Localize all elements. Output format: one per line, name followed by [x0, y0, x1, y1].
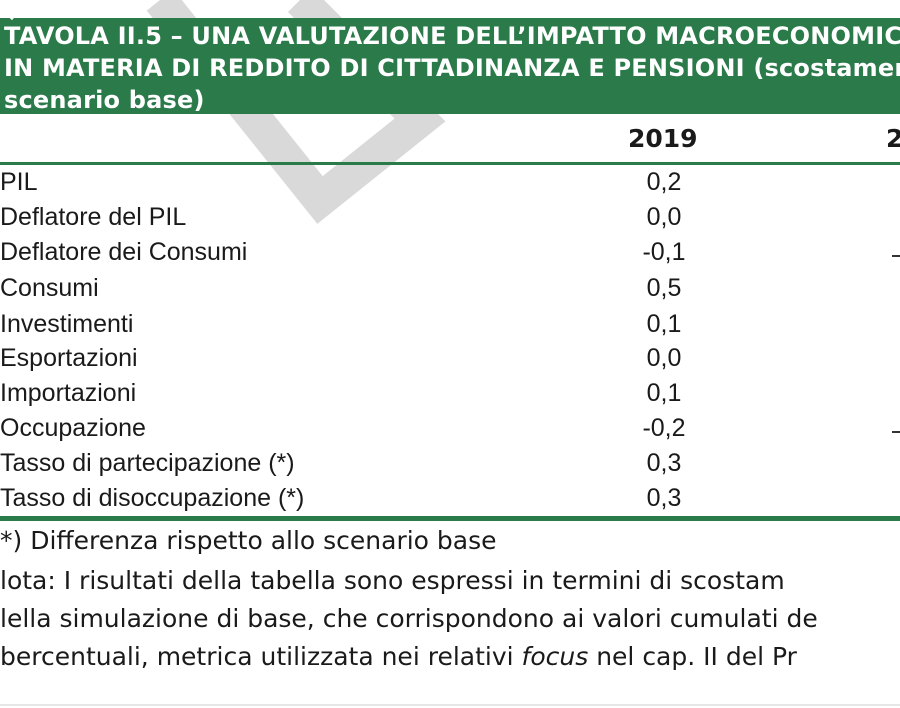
row-label-importazioni: Importazioni	[0, 379, 137, 407]
row-value-occupazione: -0,2	[642, 414, 686, 442]
row-label-tasso-disoccupazione: Tasso di disoccupazione (*)	[0, 484, 305, 512]
row-label-deflatore-consumi: Deflatore dei Consumi	[0, 238, 248, 266]
table-bottom-rule	[0, 516, 900, 521]
nota-line-3: bercentuali, metrica utilizzata nei rela…	[0, 642, 797, 671]
row-label-tasso-partecipazione: Tasso di partecipazione (*)	[0, 449, 295, 477]
table-title-line-2: IN MATERIA DI REDDITO DI CITTADINANZA E …	[4, 54, 900, 82]
row-dash-occupazione	[892, 431, 900, 433]
table-header-rule	[0, 162, 900, 165]
row-label-occupazione: Occupazione	[0, 414, 146, 442]
column-header-2019: 2019	[628, 124, 698, 153]
row-value-pil: 0,2	[646, 168, 682, 196]
row-value-importazioni: 0,1	[646, 379, 682, 407]
row-value-consumi: 0,5	[646, 274, 682, 302]
nota-line-3-before: bercentuali, metrica utilizzata nei rela…	[0, 642, 522, 671]
row-label-pil: PIL	[0, 168, 38, 196]
row-label-esportazioni: Esportazioni	[0, 344, 138, 372]
page-bottom-border	[0, 704, 900, 706]
row-value-esportazioni: 0,0	[646, 344, 682, 372]
row-dash-deflatore-consumi	[892, 255, 900, 257]
row-label-investimenti: Investimenti	[0, 310, 134, 338]
table-title-line-3: scenario base)	[4, 86, 205, 114]
row-value-investimenti: 0,1	[646, 310, 682, 338]
nota-line-3-after: nel cap. II del Pr	[588, 642, 797, 671]
chevron-left-icon[interactable]	[0, 2, 20, 22]
row-value-deflatore-pil: 0,0	[646, 203, 682, 231]
row-value-tasso-partecipazione: 0,3	[646, 449, 682, 477]
footnote-asterisk: *) Differenza rispetto allo scenario bas…	[0, 526, 497, 555]
nota-line-3-italic: focus	[521, 642, 589, 671]
table-title-line-1: TAVOLA II.5 – UNA VALUTAZIONE DELL’IMPAT…	[4, 22, 900, 50]
title-banner	[0, 18, 900, 114]
row-label-consumi: Consumi	[0, 274, 99, 302]
row-label-deflatore-pil: Deflatore del PIL	[0, 203, 187, 231]
nota-line-1: lota: I risultati della tabella sono esp…	[0, 566, 785, 595]
column-header-next: 2	[886, 124, 900, 153]
row-value-tasso-disoccupazione: 0,3	[646, 484, 682, 512]
nota-line-2: lella simulazione di base, che corrispon…	[0, 604, 818, 633]
row-value-deflatore-consumi: -0,1	[642, 238, 686, 266]
